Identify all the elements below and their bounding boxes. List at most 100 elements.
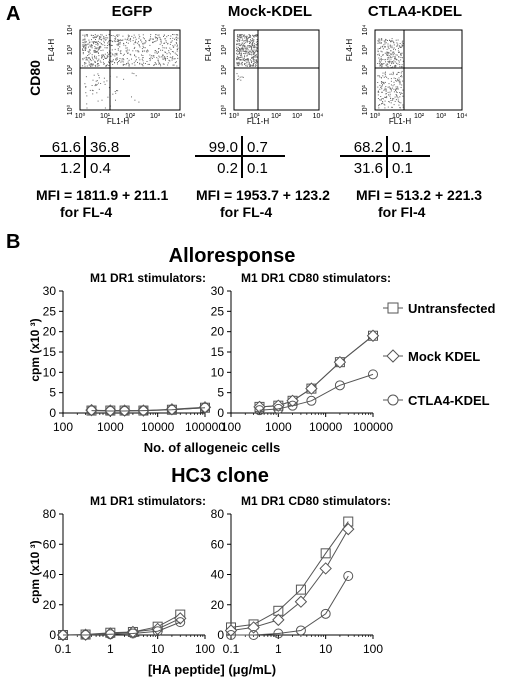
flow-event-dot bbox=[383, 44, 385, 46]
flow-event-dot bbox=[400, 55, 402, 56]
flow-event-dot bbox=[108, 61, 109, 63]
flow-event-dot bbox=[248, 40, 250, 42]
series-line bbox=[259, 335, 374, 408]
flow-event-dot bbox=[381, 65, 383, 67]
flow-event-dot bbox=[239, 57, 241, 58]
flow-event-dot bbox=[385, 39, 387, 41]
flow-event-dot bbox=[390, 50, 392, 52]
flow-event-dot bbox=[135, 50, 137, 52]
flow-event-dot bbox=[157, 38, 158, 40]
flow-event-dot bbox=[123, 78, 125, 80]
flow-event-dot bbox=[91, 45, 93, 47]
flow-event-dot bbox=[381, 45, 383, 47]
flow-event-dot bbox=[88, 64, 90, 66]
flow-event-dot bbox=[85, 59, 87, 61]
flow-event-dot bbox=[94, 56, 95, 58]
flow-event-dot bbox=[397, 87, 399, 89]
flow-event-dot bbox=[164, 51, 166, 53]
flow-event-dot bbox=[142, 34, 144, 36]
flow-event-dot bbox=[379, 84, 381, 86]
flow-event-dot bbox=[143, 43, 145, 45]
flow-event-dot bbox=[240, 48, 242, 50]
flow-event-dot bbox=[244, 63, 245, 65]
flow-event-dot bbox=[104, 38, 106, 40]
flow-event-dot bbox=[154, 36, 156, 38]
series-ctla4-kdel bbox=[226, 571, 354, 640]
flow-event-dot bbox=[142, 60, 144, 62]
flow-event-dot bbox=[155, 40, 157, 42]
flow-event-dot bbox=[172, 46, 174, 48]
flow-event-dot bbox=[112, 64, 114, 65]
flow-event-dot bbox=[240, 36, 242, 38]
flow-event-dot bbox=[137, 62, 138, 63]
flow-event-dot bbox=[393, 77, 395, 79]
series-mock-kdel bbox=[56, 612, 187, 642]
flow-event-dot bbox=[248, 52, 250, 54]
flow-event-dot bbox=[378, 75, 380, 77]
flow-event-dot bbox=[159, 43, 161, 45]
flow-frame bbox=[374, 29, 463, 111]
flow-event-dot bbox=[245, 39, 247, 41]
flow-event-dot bbox=[401, 46, 403, 48]
flow-event-dot bbox=[251, 43, 253, 45]
flow-event-dot bbox=[252, 49, 254, 51]
flow-event-dot bbox=[171, 59, 173, 61]
flow-event-dot bbox=[250, 51, 252, 53]
flow-plot-egfp: EGFP FL4-H FL1-H 10⁰ 10¹ 10² 10³ 10⁴ 10⁰… bbox=[36, 3, 185, 220]
mfi-line-1: MFI = 513.2 + 221.3 bbox=[356, 187, 482, 203]
flow-event-dot bbox=[382, 84, 383, 86]
flow-event-dot bbox=[142, 37, 144, 39]
flow-event-dot bbox=[131, 96, 132, 98]
flow-event-dot bbox=[239, 53, 241, 55]
flow-event-dot bbox=[401, 44, 403, 46]
flow-event-dot bbox=[114, 48, 116, 50]
tick-label: 10⁰ bbox=[361, 105, 369, 116]
flow-event-dot bbox=[123, 42, 124, 44]
flow-event-dot bbox=[377, 63, 379, 64]
flow-event-dot bbox=[242, 59, 244, 61]
data-point-circle bbox=[200, 402, 210, 413]
flow-event-dot bbox=[126, 63, 127, 65]
flow-event-dot bbox=[167, 42, 169, 44]
flow-event-dot bbox=[139, 63, 141, 65]
flow-event-dot bbox=[251, 65, 253, 67]
flow-event-dot bbox=[82, 58, 84, 60]
flow-event-dot bbox=[121, 58, 123, 60]
x-axis-label: No. of allogeneic cells bbox=[144, 440, 281, 455]
flow-event-dot bbox=[177, 54, 178, 56]
flow-event-dot bbox=[175, 53, 177, 55]
flow-event-dot bbox=[106, 80, 108, 82]
series-line bbox=[231, 575, 349, 636]
flow-event-dot bbox=[246, 41, 248, 43]
flow-event-dot bbox=[115, 58, 116, 60]
flow-event-dot bbox=[393, 88, 395, 90]
flow-event-dot bbox=[397, 71, 399, 73]
y-tick-label: 0 bbox=[217, 406, 224, 420]
flow-event-dot bbox=[160, 42, 162, 44]
flow-event-dot bbox=[236, 51, 238, 53]
data-point-circle bbox=[152, 626, 163, 637]
flow-event-dot bbox=[392, 55, 394, 57]
flow-event-dot bbox=[390, 58, 392, 60]
flow-event-dot bbox=[171, 57, 173, 59]
flow-event-dot bbox=[152, 41, 153, 43]
flow-event-dot bbox=[114, 35, 116, 37]
flow-event-dot bbox=[129, 38, 131, 39]
flow-event-dot bbox=[247, 50, 249, 52]
flow-event-dot bbox=[252, 51, 254, 53]
flow-event-dot bbox=[240, 79, 242, 81]
flow-event-dot bbox=[380, 38, 382, 40]
flow-event-dot bbox=[388, 86, 390, 88]
flow-event-dot bbox=[88, 57, 90, 59]
flow-event-dot bbox=[88, 46, 89, 48]
flow-event-dot bbox=[385, 93, 387, 94]
flow-event-dot bbox=[240, 35, 242, 37]
flow-event-dot bbox=[96, 58, 98, 60]
flow-event-dot bbox=[176, 65, 178, 67]
flow-event-dot bbox=[238, 49, 240, 51]
tick-label: 10¹ bbox=[221, 84, 228, 95]
flow-event-dot bbox=[162, 55, 164, 57]
flow-event-dot bbox=[173, 34, 175, 36]
flow-event-dot bbox=[138, 44, 140, 45]
flow-event-dot bbox=[91, 44, 93, 46]
